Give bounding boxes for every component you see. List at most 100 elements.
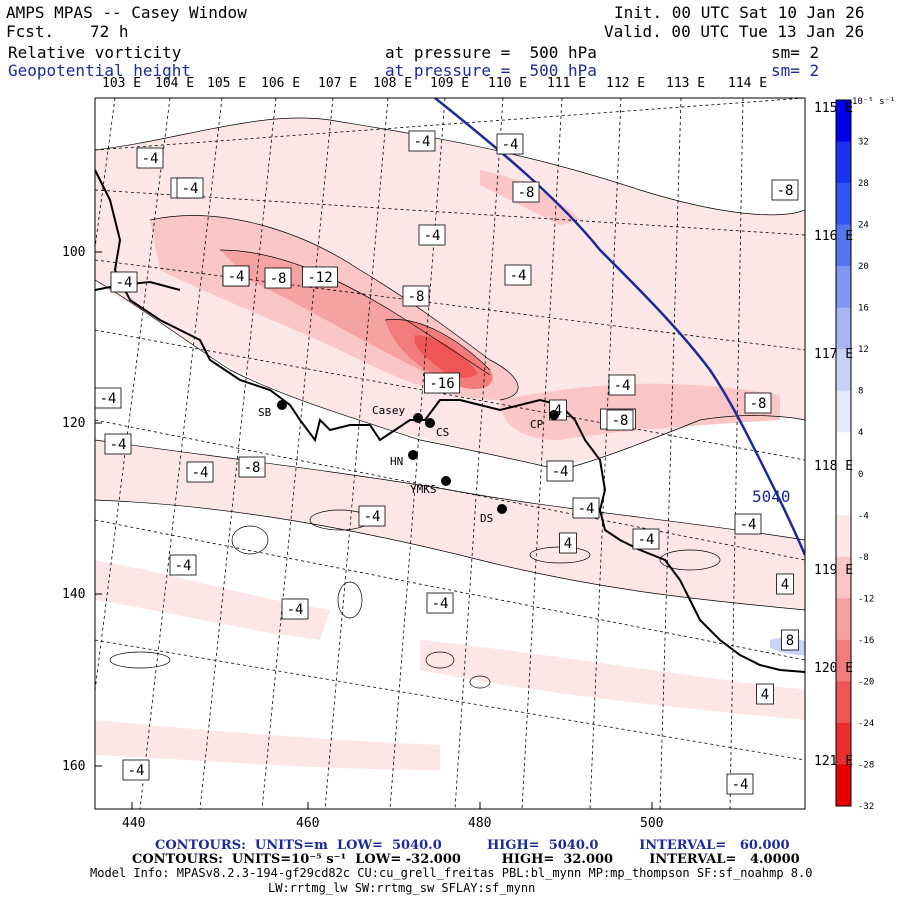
contour-label-box xyxy=(186,461,214,483)
contour-label-box xyxy=(572,497,600,519)
contour-label: -8 xyxy=(270,271,287,287)
lon-label: 113 E xyxy=(666,76,706,91)
contour-label: -4 xyxy=(740,517,757,533)
station-dot-ymks xyxy=(441,476,451,486)
contour-label-box xyxy=(504,264,532,286)
station-label-ymks: YMKS xyxy=(410,483,437,496)
colorbar-tick-label: -24 xyxy=(858,719,874,729)
field1-pressure: at pressure = 500 hPa xyxy=(385,43,597,62)
contour-label-box xyxy=(781,629,799,651)
colorbar-segment xyxy=(836,224,851,267)
contour-label: 8 xyxy=(786,633,794,649)
contour-label: -4 xyxy=(510,268,527,284)
init-time: Init. 00 UTC Sat 10 Jan 26 xyxy=(614,3,865,22)
lon-label: 103 E xyxy=(102,76,142,91)
contour-label-box xyxy=(110,271,138,293)
contour-label: 4 xyxy=(564,536,572,552)
contour-label-box xyxy=(608,374,636,396)
lon-label-right: 115 E xyxy=(814,101,853,116)
contour-label-box xyxy=(632,528,660,550)
y-tick-label: 140 xyxy=(62,587,86,602)
contour-label: 4 xyxy=(554,403,562,419)
colorbar-tick-label: 32 xyxy=(858,138,869,148)
lon-label-right: 117 E xyxy=(814,347,853,362)
station-dot-hn xyxy=(408,450,418,460)
y-tick-label: 160 xyxy=(62,759,86,774)
station-dot-cs xyxy=(425,418,435,428)
colorbar-tick-label: -8 xyxy=(858,553,869,563)
colorbar-segment xyxy=(836,473,851,516)
contour-label-box xyxy=(606,409,634,431)
colorbar-segment xyxy=(836,266,851,309)
contour-label-box xyxy=(358,505,386,527)
contour-label: -4 xyxy=(364,509,381,525)
contour-label-box xyxy=(734,513,762,535)
footer-vorticity-contours: CONTOURS: UNITS=10⁻⁵ s⁻¹ LOW= -32.000 HI… xyxy=(132,852,800,867)
colorbar-tick-label: -4 xyxy=(858,511,869,521)
top-longitude-labels: 103 E 104 E 105 E 106 E 107 E 108 E 109 … xyxy=(0,76,820,92)
lon-label: 108 E xyxy=(373,76,413,91)
vorticity-contours xyxy=(95,117,805,689)
contour-label-box xyxy=(222,265,250,287)
contour-label-box xyxy=(408,130,436,152)
right-longitude-labels: 115 E 116 E 117 E 118 E 119 E 120 E 121 … xyxy=(814,101,853,769)
contour-label: -4 xyxy=(100,391,117,407)
lon-label: 109 E xyxy=(430,76,470,91)
y-tick-label: 100 xyxy=(62,245,86,260)
contour-label: -8 xyxy=(408,289,425,305)
station-dot-sb xyxy=(277,400,287,410)
station-markers: SB Casey CS HN YMKS DS CP xyxy=(258,400,559,525)
contour-label-box xyxy=(512,181,540,203)
lon-label: 104 E xyxy=(155,76,195,91)
field1-name: Relative vorticity xyxy=(8,43,182,62)
contour-label-box xyxy=(426,592,454,614)
contour-label-box xyxy=(264,267,292,289)
contour-label: -4 xyxy=(732,777,749,793)
footer-model-info-2: LW:rrtmg_lw SW:rrtmg_sw SFLAY:sf_mynn xyxy=(268,881,536,895)
axis-ticks xyxy=(95,251,653,809)
colorbar-tick-label: 12 xyxy=(858,345,869,355)
contour-label-box xyxy=(726,773,754,795)
contour-label: -8 xyxy=(612,413,629,429)
lon-label: 112 E xyxy=(606,76,646,91)
colorbar: 32 28 24 20 16 12 8 4 0 -4 -8 -12 -16 -20 -24 -28 -32 xyxy=(835,99,874,812)
contour-label: 4 xyxy=(781,577,789,593)
station-dot-ds xyxy=(497,504,507,514)
contour-label: -4 xyxy=(192,465,209,481)
contour-label: -4 xyxy=(110,437,127,453)
contour-label: -4 xyxy=(142,151,159,167)
colorbar-segment xyxy=(836,432,851,475)
colorbar-tick-label: 16 xyxy=(858,304,869,314)
fcst-label: Fcst. xyxy=(6,22,55,41)
station-dot-cp xyxy=(549,410,559,420)
footer-model-info: Model Info: MPASv8.2.3-194-gf29cd82c CU:… xyxy=(90,866,813,880)
contour-label: -12 xyxy=(307,270,332,286)
contour-label: -4 xyxy=(502,137,519,153)
colorbar-segment xyxy=(836,681,851,724)
contour-label-box xyxy=(281,598,309,620)
contour-label: -4 xyxy=(228,269,245,285)
contour-labels: -4-4-4-8-8-4-4-4-8-12-8-4-16-4-4-12-84-4… xyxy=(94,130,799,795)
colorbar-tick-label: -16 xyxy=(858,636,874,646)
map-frame xyxy=(94,97,806,810)
colorbar-tick-label: -32 xyxy=(858,802,874,812)
colorbar-segment xyxy=(836,100,851,143)
colorbar-segment xyxy=(836,515,851,558)
footer-height-contours: CONTOURS: UNITS=m LOW= 5040.0 HIGH= 5040… xyxy=(155,838,790,853)
contour-label-box xyxy=(496,133,524,155)
contour-label: -4 xyxy=(638,532,655,548)
map-title: AMPS MPAS -- Casey Window xyxy=(6,3,247,22)
colorbar-tick-label: 20 xyxy=(858,262,869,272)
colorbar-tick-label: 4 xyxy=(858,428,863,438)
colorbar-segment xyxy=(836,639,851,682)
contour-label: -8 xyxy=(244,460,261,476)
contour-label-box xyxy=(136,147,164,169)
colorbar-segment xyxy=(836,390,851,433)
colorbar-segment xyxy=(836,307,851,350)
lon-label: 106 E xyxy=(261,76,301,91)
field1-smoothing: sm= 2 xyxy=(771,43,820,62)
valid-time: Valid. 00 UTC Tue 13 Jan 26 xyxy=(604,22,865,41)
contour-label: -8 xyxy=(518,185,535,201)
field2-name: Geopotential height xyxy=(8,61,192,80)
fcst-value: 72 h xyxy=(90,22,129,41)
